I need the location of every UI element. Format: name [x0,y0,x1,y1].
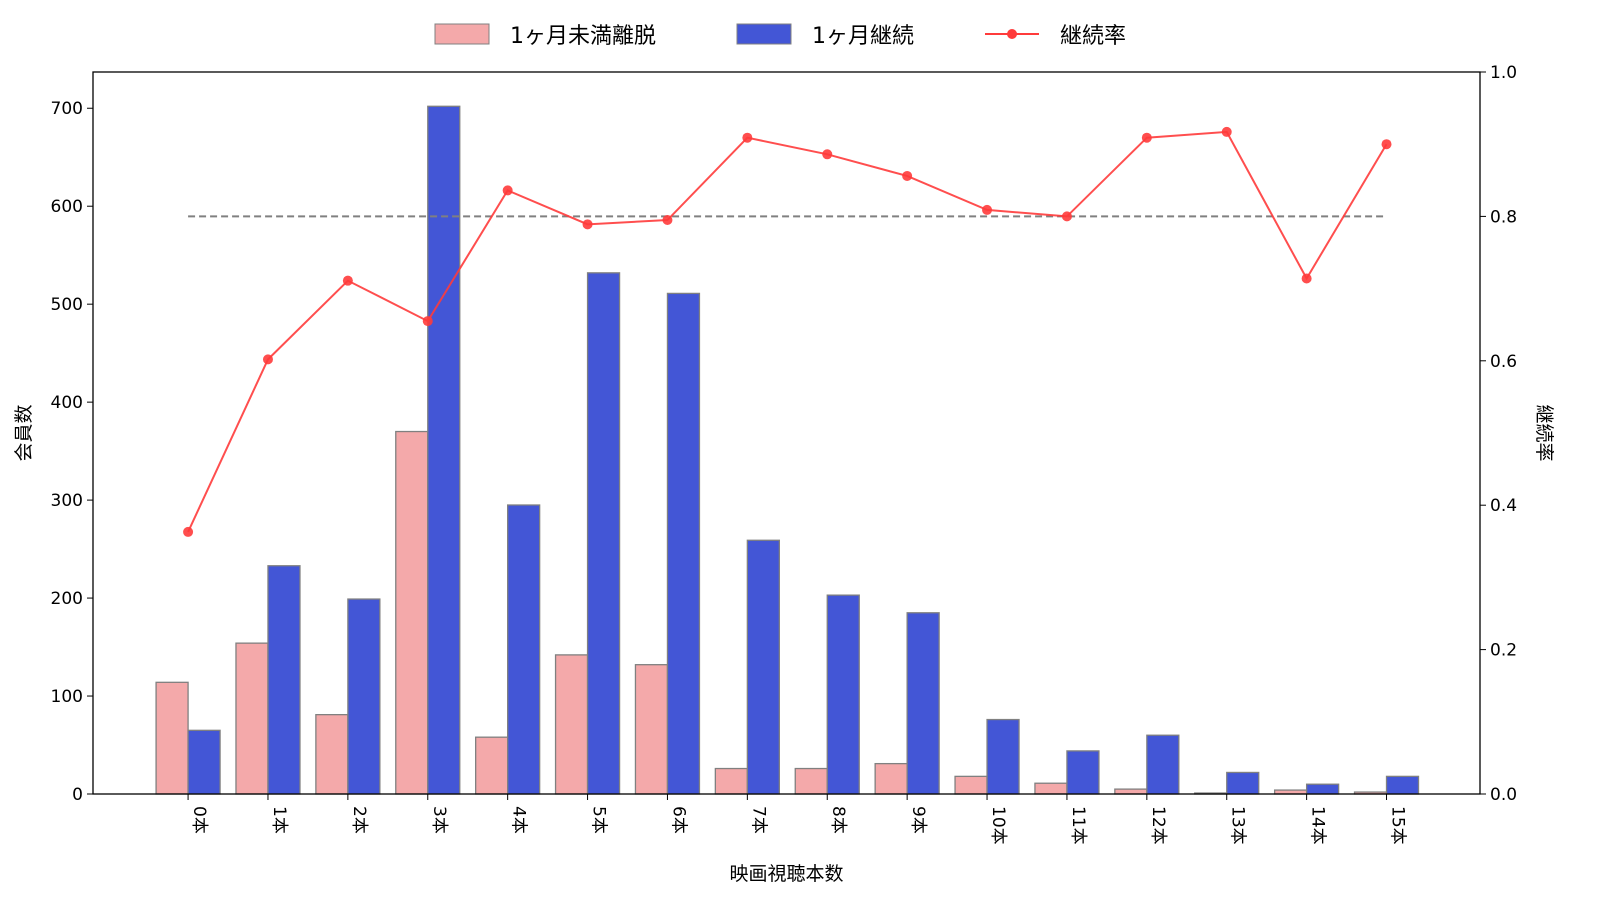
legend-marker-rate [1007,29,1017,39]
x-tick-label: 12本 [1148,806,1168,845]
rate-point [982,204,993,215]
bar-retained [1226,771,1260,795]
x-tick-label: 5本 [589,806,609,834]
y-tick-label: 200 [51,589,83,609]
x-tick-label: 10本 [988,806,1008,845]
bar-retained [507,504,541,795]
y-tick-label: 0 [72,785,83,805]
x-tick-label: 9本 [908,806,928,834]
rate-point [502,185,513,196]
y-tick-label: 300 [51,491,83,511]
x-axis-label: 映画視聴本数 [729,863,843,885]
bar-churn [475,736,509,795]
rate-point [1381,139,1392,150]
bar-retained [826,594,860,795]
bar-retained [347,598,381,795]
bar-retained [906,612,940,795]
x-tick-label: 8本 [828,806,848,834]
x-tick-label: 4本 [509,806,529,834]
x-tick-label: 15本 [1388,806,1408,845]
rate-point [742,132,753,143]
rate-point [902,170,913,181]
rate-point [1221,126,1232,137]
rate-point [822,149,833,160]
bar-retained [666,292,701,795]
y2-tick-label: 0.0 [1490,785,1517,805]
y-axis-label: 会員数 [13,404,35,461]
bar-retained [1146,734,1180,795]
bar-churn [235,642,269,795]
bar-retained [1066,750,1100,795]
y2-tick-label: 0.2 [1490,641,1517,661]
legend-label-rate: 継続率 [1060,24,1126,49]
x-tick-label: 2本 [349,806,369,834]
bar-churn [714,767,749,795]
rate-point [1301,273,1312,284]
legend-swatch-churn [434,23,490,45]
bar-retained [986,718,1020,795]
y-tick-label: 600 [51,197,83,217]
x-tick-label: 0本 [189,806,209,834]
bar-churn [155,681,189,795]
rate-point [1141,132,1152,143]
rate-line [187,130,1388,533]
bar-churn [954,775,988,795]
y-tick-label: 400 [51,393,83,413]
bar-retained [267,565,301,795]
rate-point [662,215,673,226]
rate-point [422,316,433,327]
rate-point [183,526,194,537]
bar-retained [187,729,221,795]
y-tick-label: 100 [51,687,83,707]
bar-retained [1385,775,1420,795]
y-tick-label: 500 [51,295,83,315]
bar-retained [427,105,461,795]
rate-point [342,275,353,286]
y2-tick-label: 0.6 [1490,352,1517,372]
x-tick-label: 1本 [269,806,289,834]
legend-label-retained: 1ヶ月継続 [812,24,914,49]
x-tick-label: 11本 [1068,806,1088,845]
bar-retained [1305,783,1340,795]
bar-churn [395,430,429,795]
x-tick-label: 14本 [1308,806,1328,845]
rate-point [1061,211,1072,222]
bar-churn [315,713,349,795]
x-tick-label: 7本 [748,806,768,834]
bar-churn [634,664,669,795]
bar-churn [874,762,908,795]
bar-retained [746,539,781,795]
y2-axis-label: 継続率 [1533,404,1555,461]
legend-label-churn: 1ヶ月未満離脱 [510,24,656,49]
bar-churn [1034,782,1068,795]
y2-tick-label: 0.4 [1490,496,1517,516]
bar-churn [794,767,828,795]
bar-churn [554,654,589,795]
bar-churn [1114,788,1148,795]
bar-retained [586,272,621,795]
plot-frame [92,71,1481,795]
y-tick-label: 700 [51,99,83,119]
legend-swatch-retained [736,23,792,45]
y2-tick-label: 1.0 [1490,63,1517,83]
rate-point [262,354,273,365]
x-tick-label: 3本 [429,806,449,834]
x-tick-label: 13本 [1228,806,1248,845]
y2-tick-label: 0.8 [1490,207,1517,227]
x-tick-label: 6本 [668,806,688,834]
rate-point [582,219,593,230]
